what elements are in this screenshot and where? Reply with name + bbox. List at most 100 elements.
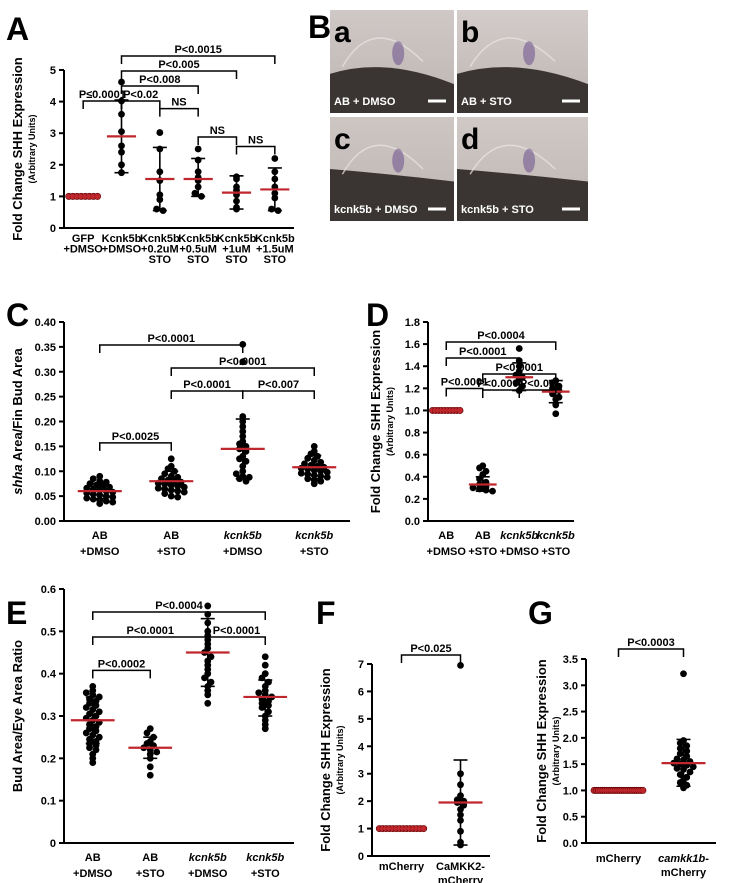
y-tick-label: 1 [358, 824, 364, 836]
significance-bracket: P<0.0003 [617, 637, 685, 657]
y-tick-label: 1.5 [563, 759, 578, 771]
data-point [515, 345, 523, 352]
y-tick-label: 6 [358, 686, 364, 698]
data-point [469, 484, 477, 492]
category-label: AB +STO [468, 530, 497, 558]
category-label: kcnk5b +DMSO [188, 852, 228, 880]
data-point [143, 729, 151, 737]
data-point [255, 689, 263, 697]
data-point [639, 786, 647, 794]
category-label: kcnk5b +STO [537, 530, 575, 558]
data-point [552, 410, 560, 418]
p-value-label: P<0.005 [158, 59, 199, 71]
data-point [118, 78, 125, 86]
data-point [258, 704, 266, 711]
y-tick-label: 2.5 [563, 707, 578, 719]
data-point [676, 744, 684, 752]
p-value-label: P<0.0001 [148, 333, 195, 345]
group-4 [221, 173, 252, 213]
group-3 [183, 145, 213, 200]
data-point [676, 779, 684, 786]
significance-bracket: P<0.007 [242, 379, 315, 399]
data-point [201, 674, 208, 682]
p-value-label: NS [248, 134, 263, 146]
data-point [304, 454, 312, 462]
data-point [673, 764, 681, 772]
y-tick-label: 3 [358, 769, 364, 781]
p-value-label: P≤0.0001 [79, 89, 126, 101]
p-value-label: P<0.0001 [219, 356, 266, 368]
category-label: Kcnk5b +DMSO [102, 233, 142, 256]
p-value-label: P<0.0001 [477, 378, 524, 390]
p-value-label: P<0.008 [139, 74, 180, 86]
category-label: AB +DMSO [73, 852, 113, 880]
category-label: kcnk5b +DMSO [223, 530, 263, 558]
y-tick-label: 5 [358, 714, 364, 726]
data-point [680, 670, 687, 678]
y-axis-label: Fold Change SHH Expression [10, 57, 25, 241]
category-label: kcnk5b +DMSO [500, 530, 540, 558]
y-tick-label: 1.4 [405, 361, 421, 373]
data-point [194, 145, 202, 153]
y-axis-label: Fold Change SHH Expression [534, 659, 549, 843]
group-2 [145, 129, 175, 215]
significance-bracket: P<0.02 [120, 89, 161, 109]
data-point [457, 661, 464, 669]
p-value-label: P<0.0002 [98, 658, 145, 670]
group-0 [429, 406, 464, 414]
data-point [555, 387, 563, 394]
significance-bracket: P<0.005 [120, 59, 238, 79]
data-point [86, 744, 93, 752]
data-point [686, 768, 694, 776]
y-tick-label: 0.20 [35, 417, 56, 429]
data-point [676, 739, 684, 747]
y-tick-label: 3.5 [563, 654, 578, 666]
data-point [82, 689, 90, 697]
data-point [236, 440, 243, 448]
data-point [204, 691, 212, 699]
category-label: AB +STO [136, 852, 165, 880]
data-point [83, 494, 91, 502]
data-point [689, 763, 697, 771]
micrograph-letter: c [334, 123, 351, 156]
significance-bracket: NS [159, 97, 199, 117]
category-label: AB +STO [157, 530, 186, 558]
group-0 [70, 682, 115, 766]
p-value-label: P<0.0025 [112, 431, 159, 443]
data-point [236, 455, 243, 463]
category-label: camkk1b-mCherry [658, 853, 709, 879]
data-point [180, 488, 188, 496]
group-5 [260, 155, 290, 215]
data-point [82, 704, 90, 711]
group-0 [590, 786, 647, 794]
significance-bracket: P<0.0001 [207, 625, 266, 645]
data-point [683, 742, 691, 750]
significance-bracket: P<0.0001 [445, 346, 520, 366]
chart-e: 0 0.1 0.2 0.3 0.4 0.5 0.6 Bud Area/Eye Area Rat… [10, 584, 294, 880]
y-tick-label: 0.8 [405, 428, 420, 440]
category-label: Kcnk5b +0.5uM STO [178, 233, 218, 266]
p-value-label: P<0.0001 [183, 379, 230, 391]
micrograph-grid: a AB + DMSO b AB + STO c kcnk5b + DMSO d kcnk5b… [330, 10, 588, 221]
y-tick-label: 1.0 [405, 405, 420, 417]
category-label: Kcnk5b +1uM STO [217, 233, 257, 266]
micrograph-caption: AB + STO [461, 96, 512, 108]
micrograph-caption: AB + DMSO [334, 96, 396, 108]
y-axis-sublabel: (Arbitrary Units) [27, 114, 37, 183]
data-point [476, 464, 483, 472]
y-tick-label: 1.6 [405, 339, 420, 351]
y-tick-label: 0.0 [563, 838, 578, 850]
data-point [676, 771, 684, 779]
p-value-label: P<0.0001 [496, 362, 543, 374]
chart-d: 0.0 0.2 0.4 0.6 0.8 1.0 1.2 1.4 1.6 1.8 Fold Chang… [368, 317, 575, 558]
significance-bracket: P<0.03 [518, 378, 557, 398]
panel-label-b: B [308, 9, 331, 45]
data-point [109, 493, 117, 501]
data-point [310, 480, 318, 488]
data-point [239, 358, 247, 366]
group-1 [468, 462, 497, 495]
significance-bracket: P<0.0002 [92, 658, 151, 679]
category-label: kcnk5b +STO [295, 530, 333, 558]
y-axis-sublabel: (Arbitrary Units) [335, 725, 345, 794]
